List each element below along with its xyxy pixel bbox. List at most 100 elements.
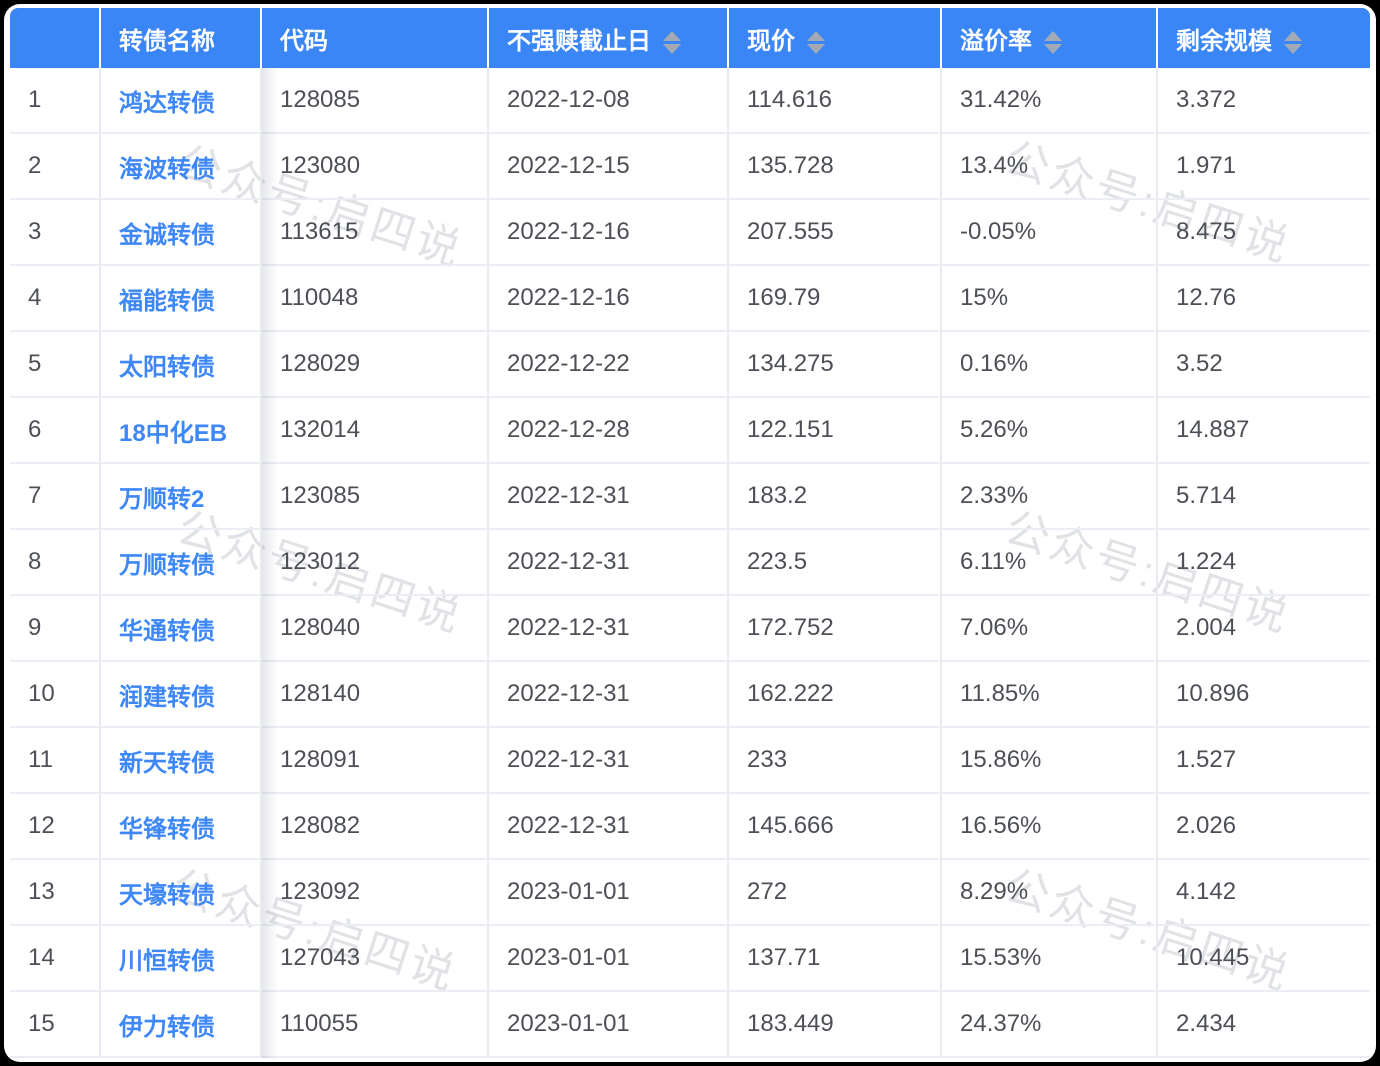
cell-deadline: 2022-12-16 [489,266,729,332]
col-header-code: 代码 [262,8,489,68]
sort-icon[interactable] [663,30,681,54]
cell-index: 3 [10,200,101,266]
cell-name: 新天转债 [101,728,262,794]
cell-scale: 3.372 [1158,68,1370,134]
cell-name: 华通转债 [101,596,262,662]
bond-name-link[interactable]: 鸿达转债 [119,89,215,117]
cell-code: 123012 [262,530,489,596]
cell-scale: 8.475 [1158,200,1370,266]
cell-name: 万顺转2 [101,464,262,530]
sort-up-arrow-icon [1284,30,1302,41]
cell-deadline: 2022-12-31 [489,464,729,530]
cell-scale: 1.527 [1158,728,1370,794]
cell-name: 海波转债 [101,134,262,200]
cell-index: 2 [10,134,101,200]
cell-code: 110055 [262,992,489,1058]
col-header-deadline[interactable]: 不强赎截止日 [489,8,729,68]
cell-scale: 2.004 [1158,596,1370,662]
col-header-name: 转债名称 [101,8,262,68]
bond-name-link[interactable]: 18中化EB [119,419,228,447]
table-header: 转债名称 代码 不强赎截止日 现价 溢价率 剩余规模 [10,8,1370,68]
cell-premium: 13.4% [942,134,1158,200]
cell-price: 162.222 [729,662,942,728]
cell-name: 万顺转债 [101,530,262,596]
cell-code: 128082 [262,794,489,860]
cell-deadline: 2023-01-01 [489,992,729,1058]
bond-name-link[interactable]: 华锋转债 [119,815,215,843]
table-body: 1 鸿达转债 128085 2022-12-08 114.616 31.42% 3.372 2… [10,68,1370,1058]
cell-price: 137.71 [729,926,942,992]
cell-code: 110048 [262,266,489,332]
sort-down-arrow-icon [1044,43,1062,54]
cell-code: 123080 [262,134,489,200]
cell-premium: 0.16% [942,332,1158,398]
col-header-index [10,8,101,68]
table-row: 13 天壕转债 123092 2023-01-01 272 8.29% 4.142 [10,860,1370,926]
bond-name-link[interactable]: 万顺转2 [119,485,205,513]
cell-premium: 15.86% [942,728,1158,794]
cell-name: 润建转债 [101,662,262,728]
cell-index: 15 [10,992,101,1058]
cell-code: 113615 [262,200,489,266]
bond-name-link[interactable]: 福能转债 [119,287,215,315]
cell-scale: 10.896 [1158,662,1370,728]
sort-up-arrow-icon [807,30,825,41]
cell-scale: 1.224 [1158,530,1370,596]
col-header-price[interactable]: 现价 [729,8,942,68]
bond-name-link[interactable]: 海波转债 [119,155,215,183]
cell-name: 金诚转债 [101,200,262,266]
sort-down-arrow-icon [1284,43,1302,54]
cell-name: 川恒转债 [101,926,262,992]
table-row: 2 海波转债 123080 2022-12-15 135.728 13.4% 1.971 [10,134,1370,200]
cell-index: 10 [10,662,101,728]
sort-icon[interactable] [1284,30,1302,54]
cell-scale: 3.52 [1158,332,1370,398]
cell-deadline: 2023-01-01 [489,860,729,926]
cell-name: 太阳转债 [101,332,262,398]
col-header-premium[interactable]: 溢价率 [942,8,1158,68]
cell-premium: 15.53% [942,926,1158,992]
bond-name-link[interactable]: 川恒转债 [119,947,215,975]
col-header-label: 转债名称 [119,27,215,55]
cell-code: 128091 [262,728,489,794]
cell-price: 183.449 [729,992,942,1058]
table-row: 4 福能转债 110048 2022-12-16 169.79 15% 12.76 [10,266,1370,332]
col-header-label: 剩余规模 [1176,27,1272,55]
cell-code: 128085 [262,68,489,134]
cell-index: 4 [10,266,101,332]
sort-icon[interactable] [1044,30,1062,54]
bond-name-link[interactable]: 华通转债 [119,617,215,645]
table-row: 8 万顺转债 123012 2022-12-31 223.5 6.11% 1.224 [10,530,1370,596]
cell-premium: 15% [942,266,1158,332]
cell-price: 134.275 [729,332,942,398]
cell-price: 172.752 [729,596,942,662]
table-row: 11 新天转债 128091 2022-12-31 233 15.86% 1.527 [10,728,1370,794]
bond-name-link[interactable]: 天壕转债 [119,881,215,909]
cell-code: 128029 [262,332,489,398]
cell-code: 128040 [262,596,489,662]
cell-premium: 6.11% [942,530,1158,596]
cell-premium: 5.26% [942,398,1158,464]
bond-name-link[interactable]: 伊力转债 [119,1013,215,1041]
table-row: 14 川恒转债 127043 2023-01-01 137.71 15.53% 10.445 [10,926,1370,992]
cell-deadline: 2022-12-31 [489,728,729,794]
cell-index: 13 [10,860,101,926]
sort-icon[interactable] [807,30,825,54]
cell-premium: -0.05% [942,200,1158,266]
bond-name-link[interactable]: 金诚转债 [119,221,215,249]
cell-name: 伊力转债 [101,992,262,1058]
cell-premium: 31.42% [942,68,1158,134]
bond-name-link[interactable]: 太阳转债 [119,353,215,381]
bond-name-link[interactable]: 万顺转债 [119,551,215,579]
table-row: 9 华通转债 128040 2022-12-31 172.752 7.06% 2.004 [10,596,1370,662]
cell-index: 6 [10,398,101,464]
bond-name-link[interactable]: 新天转债 [119,749,215,777]
table-row: 7 万顺转2 123085 2022-12-31 183.2 2.33% 5.714 [10,464,1370,530]
table-row: 6 18中化EB 132014 2022-12-28 122.151 5.26% 14.88… [10,398,1370,464]
cell-premium: 8.29% [942,860,1158,926]
bond-name-link[interactable]: 润建转债 [119,683,215,711]
cell-price: 122.151 [729,398,942,464]
col-header-scale[interactable]: 剩余规模 [1158,8,1370,68]
cell-price: 183.2 [729,464,942,530]
sort-up-arrow-icon [1044,30,1062,41]
